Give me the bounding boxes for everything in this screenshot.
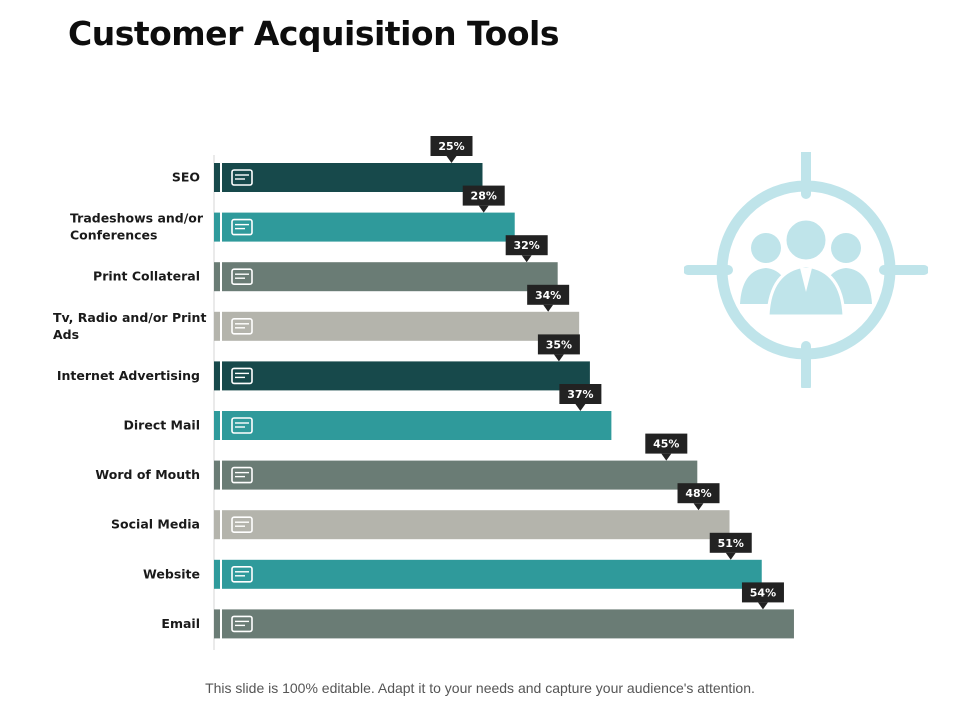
category-label-line: Tradeshows and/or — [70, 211, 204, 226]
target-audience-icon — [684, 152, 928, 388]
value-callout-pointer — [478, 205, 489, 213]
icon-frame — [231, 466, 253, 484]
mail-envelope-icon — [231, 417, 253, 434]
value-callout-pointer — [521, 255, 532, 263]
value-label: 34% — [535, 289, 561, 302]
bar — [222, 311, 580, 341]
icon-frame — [231, 317, 253, 335]
category-label: Tradeshows and/or Conferences — [70, 211, 204, 243]
bar-tab — [214, 361, 220, 391]
value-label: 32% — [514, 239, 540, 252]
bar-tab — [214, 262, 220, 292]
print-document-icon — [231, 268, 253, 286]
value-label: 37% — [567, 388, 593, 401]
bar-tab — [214, 460, 220, 490]
value-callout-pointer — [757, 602, 768, 610]
value-label: 35% — [546, 338, 572, 351]
icon-frame — [231, 516, 253, 534]
bar-tab — [214, 559, 220, 589]
icon-frame — [231, 565, 253, 583]
icon-frame — [231, 615, 253, 633]
value-callout — [537, 334, 580, 355]
page-title: Customer Acquisition Tools — [68, 14, 559, 53]
value-label: 45% — [653, 438, 679, 451]
value-callout — [741, 582, 784, 603]
bar — [222, 559, 762, 589]
social-media-icon — [231, 516, 253, 534]
value-callout-pointer — [725, 552, 736, 560]
icon-frame — [231, 417, 253, 434]
value-callout — [709, 532, 752, 553]
bar — [222, 262, 558, 292]
value-callout-pointer — [543, 304, 554, 312]
value-label: 54% — [750, 586, 776, 599]
bar — [222, 163, 483, 192]
bar-tab — [214, 163, 220, 192]
value-callout — [430, 136, 473, 156]
bar-chart: SEO 25% Tradeshows and/or Conferences 28% Pri… — [53, 136, 794, 650]
icon-frame — [231, 367, 253, 385]
category-label: Print Collateral — [93, 269, 200, 284]
value-callout-pointer — [446, 156, 457, 163]
value-label: 28% — [471, 190, 497, 203]
value-callout-pointer — [661, 453, 672, 461]
internet-browser-icon — [231, 367, 253, 385]
category-label: Social Media — [111, 517, 200, 532]
value-callout — [505, 235, 548, 256]
value-label: 48% — [685, 487, 711, 500]
bar-tab — [214, 510, 220, 540]
value-label: 51% — [718, 537, 744, 550]
category-label: SEO — [172, 170, 200, 185]
bar-tab — [214, 311, 220, 341]
icon-frame — [231, 218, 253, 236]
value-callout-pointer — [693, 503, 704, 511]
email-icon — [231, 615, 253, 633]
bar-tab — [214, 212, 220, 242]
value-callout — [527, 284, 570, 305]
value-callout-pointer — [553, 354, 564, 362]
seo-search-icon — [231, 169, 253, 186]
icon-frame — [231, 169, 253, 186]
bar — [222, 411, 612, 440]
bar-tab — [214, 609, 220, 639]
icon-frame — [231, 268, 253, 286]
bar — [222, 361, 590, 391]
category-label: Website — [143, 566, 200, 581]
value-callout — [677, 483, 720, 504]
category-label-line: Conferences — [70, 228, 157, 243]
category-label: Email — [161, 616, 200, 631]
value-callout — [462, 185, 505, 206]
word-of-mouth-icon — [231, 466, 253, 484]
bar — [222, 212, 515, 242]
bar-tab — [214, 411, 220, 440]
category-label-line: Tv, Radio and/or Print — [53, 310, 206, 325]
bar — [222, 510, 730, 540]
category-label: Internet Advertising — [57, 368, 200, 383]
bars-group: SEO 25% Tradeshows and/or Conferences 28% Pri… — [53, 136, 794, 639]
tv-icon — [231, 317, 253, 335]
website-globe-icon — [231, 565, 253, 583]
conference-icon — [231, 218, 253, 236]
footer-note: This slide is 100% editable. Adapt it to… — [205, 680, 755, 696]
value-label: 25% — [438, 140, 464, 153]
value-callout — [645, 433, 688, 454]
category-label: Word of Mouth — [95, 467, 200, 482]
category-label-line: Ads — [53, 327, 79, 342]
bar — [222, 460, 698, 490]
category-label: Direct Mail — [124, 418, 200, 433]
value-callout — [559, 384, 602, 404]
value-callout-pointer — [575, 404, 586, 411]
bar — [222, 609, 794, 639]
category-label: Tv, Radio and/or Print Ads — [53, 310, 206, 342]
